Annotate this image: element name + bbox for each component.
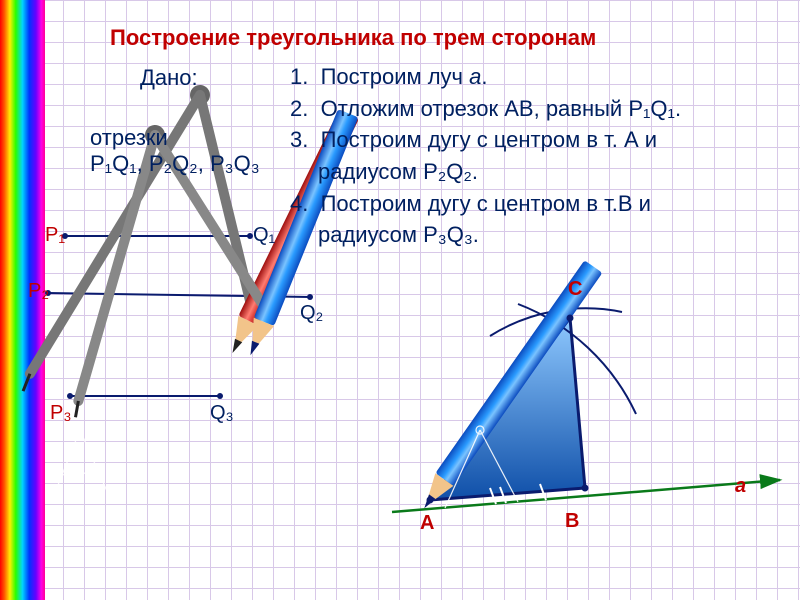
point-c: [567, 315, 574, 322]
label-b-point: В: [565, 510, 579, 533]
step-3a: 3. Построим дугу с центром в т. А и: [290, 125, 795, 155]
label-p1: P₁: [45, 224, 65, 247]
step-2: 2. Отложим отрезок АВ, равный P₁Q₁.: [290, 94, 795, 124]
label-q3: Q₃: [210, 402, 234, 425]
point-a: [427, 497, 434, 504]
label-a-point: А: [420, 512, 434, 535]
step-3b: радиусом Р₂Q₂.: [290, 157, 795, 187]
given-segments: отрезки P₁Q₁, P₂Q₂, P₃Q₃: [90, 125, 260, 177]
construction-steps: 1. Построим луч а. 2. Отложим отрезок АВ…: [290, 62, 795, 252]
label-ray-a: a: [735, 475, 746, 498]
step-1: 1. Построим луч а.: [290, 62, 795, 92]
page-title: Построение треугольника по трем сторонам: [110, 25, 800, 51]
segment-p3q3: [67, 393, 223, 399]
point-b: [582, 485, 589, 492]
label-q2: Q₂: [300, 302, 323, 325]
label-p2: P₂: [28, 280, 49, 303]
compass-ghost-left: [52, 430, 110, 500]
given-label: Дано:: [140, 65, 210, 91]
label-q1: Q₁: [253, 224, 275, 247]
label-p3: P₃: [50, 402, 71, 425]
title-text: Построение треугольника по трем сторонам: [110, 25, 596, 50]
step-4a: 4. Построим дугу с центром в т.В и: [290, 189, 795, 219]
step-4b: радиусом Р₃Q₃.: [290, 220, 795, 250]
label-c-point: С: [568, 278, 582, 301]
